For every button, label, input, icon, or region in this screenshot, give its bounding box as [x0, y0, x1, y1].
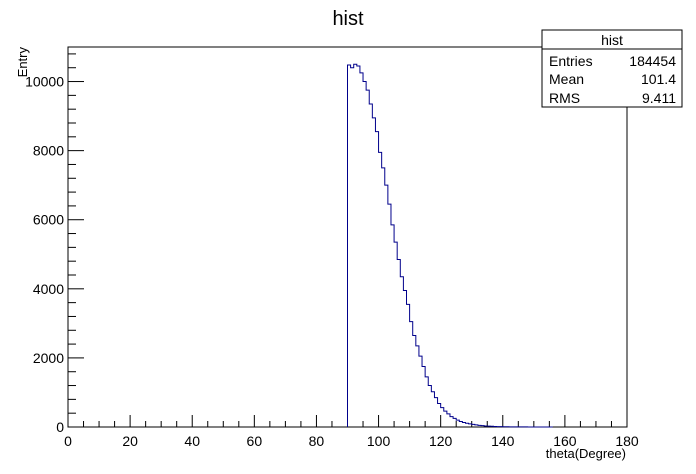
histogram-bins: [348, 64, 553, 427]
histogram-bin: [369, 104, 372, 427]
histogram-bin: [410, 322, 413, 427]
x-tick-label: 160: [553, 433, 577, 449]
stats-entries-label: Entries: [549, 53, 593, 69]
tick-labels: 0 20 40 60 80 100 120 140 160 180 0 2000 4000 6000 800…: [25, 74, 639, 449]
stats-mean-label: Mean: [549, 71, 584, 87]
stats-mean-value: 101.4: [641, 71, 676, 87]
stats-rms-label: RMS: [549, 90, 580, 106]
histogram-bin: [379, 152, 382, 427]
histogram-bin: [385, 185, 388, 427]
histogram-bin: [400, 277, 403, 427]
histogram-bin: [366, 90, 369, 427]
histogram-bin: [394, 242, 397, 427]
x-tick-label: 40: [184, 433, 200, 449]
histogram-bin: [360, 73, 363, 427]
histogram-bin: [375, 132, 378, 427]
y-tick-label: 8000: [33, 143, 64, 159]
histogram-bin: [357, 66, 360, 427]
axis-ticks: [67, 53, 628, 428]
histogram-series: [347, 63, 553, 428]
y-tick-label: 10000: [25, 74, 64, 90]
stats-box-header: hist: [601, 32, 623, 48]
x-tick-label: 0: [64, 433, 72, 449]
chart-title: hist: [332, 8, 364, 30]
x-tick-label: 120: [429, 433, 453, 449]
stats-box-frame: [541, 29, 683, 108]
histogram-bin: [397, 259, 400, 427]
histogram-bin: [382, 168, 385, 427]
x-tick-label: 20: [122, 433, 138, 449]
stats-entries-value: 184454: [629, 53, 676, 69]
x-tick-label: 80: [309, 433, 325, 449]
y-tick-label: 0: [56, 419, 64, 435]
histogram-bin: [391, 225, 394, 427]
histogram-bin: [372, 118, 375, 427]
histogram-bin: [413, 335, 416, 427]
stats-rms-value: 9.411: [642, 90, 676, 106]
x-tick-label: 100: [367, 433, 391, 449]
histogram-bin: [403, 291, 406, 427]
stats-box: hist Entries 184454 Mean 101.4 RMS 9.411: [541, 29, 683, 108]
x-tick-label: 140: [491, 433, 515, 449]
y-tick-label: 4000: [33, 281, 64, 297]
histogram-bin: [416, 346, 419, 427]
x-tick-label: 60: [247, 433, 263, 449]
histogram-bin: [351, 68, 354, 427]
y-tick-label: 2000: [33, 350, 64, 366]
y-tick-label: 6000: [33, 212, 64, 228]
y-axis-label: Entry: [15, 47, 30, 78]
histogram-bin: [407, 304, 410, 427]
x-tick-label: 180: [615, 433, 639, 449]
histogram-bin: [354, 64, 357, 427]
histogram-bin: [363, 82, 366, 427]
histogram-bin: [388, 204, 391, 427]
x-axis-label: theta(Degree): [546, 446, 626, 461]
